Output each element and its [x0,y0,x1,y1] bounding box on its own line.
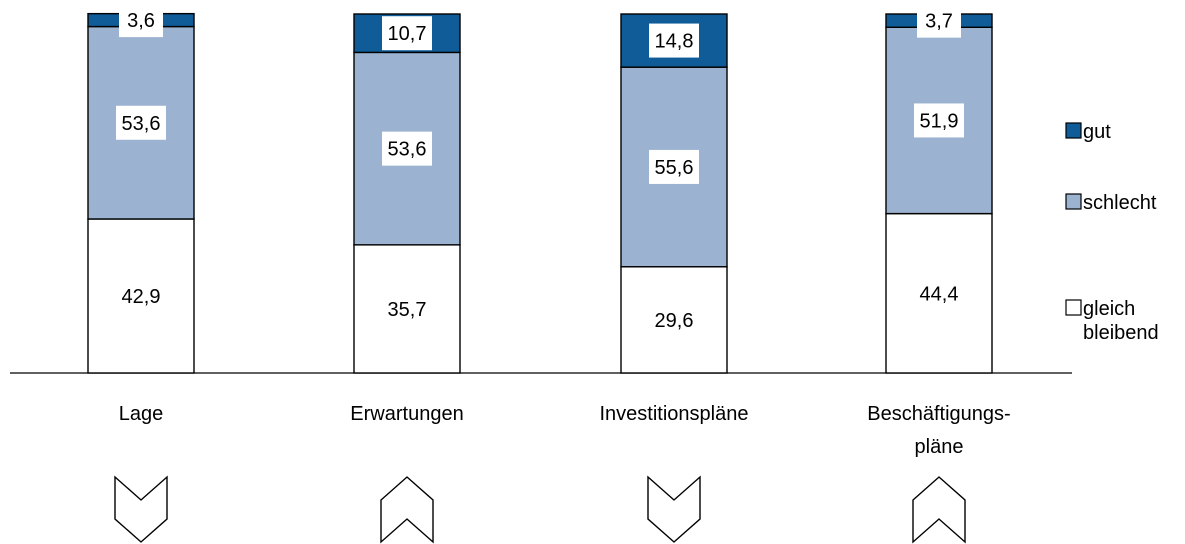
data-label-gut-3: 3,7 [925,11,953,33]
x-tick-label-2: Investitionspläne [600,403,749,425]
data-label-schlecht-3: 51,9 [920,110,959,132]
data-label-gleich-bleibend-1: 35,7 [388,299,427,321]
legend-label-gleich-bleibend: gleich bleibend [1083,298,1159,344]
x-tick-label-1: Erwartungen [350,403,463,425]
data-label-gut-1: 10,7 [388,23,427,45]
data-label-gut-0: 3,6 [127,10,155,32]
legend-swatch-gut [1066,123,1081,138]
data-label-gleich-bleibend-3: 44,4 [920,283,959,305]
legend-label-schlecht: schlecht [1083,192,1157,214]
data-label-gut-2: 14,8 [655,31,694,53]
trend-arrow-up-icon [913,477,965,542]
legend-label-gut: gut [1083,121,1111,143]
legend-swatch-schlecht [1066,194,1081,209]
x-tick-label-3: Beschäftigungs-pläne [867,403,1010,458]
category-labels-group: Lage Erwartungen Investitionspläne Beschäft… [119,403,1011,458]
data-label-schlecht-1: 53,6 [388,139,427,161]
legend: gut schlecht gleich bleibend [1066,121,1159,344]
legend-swatch-gleich-bleibend [1066,300,1081,315]
data-label-gleich-bleibend-2: 29,6 [655,310,694,332]
trend-arrow-up-icon [381,477,433,542]
data-label-schlecht-0: 53,6 [122,113,161,135]
bars-group: 42,9 53,6 3,6 35,7 53,6 10,7 29,6 55,6 14,8 44,4 5… [88,3,992,373]
trend-arrow-down-icon [648,477,700,542]
x-tick-label-0: Lage [119,403,164,425]
data-label-schlecht-2: 55,6 [655,157,694,179]
trend-arrow-down-icon [115,477,167,542]
trend-arrows-group [115,477,965,542]
data-label-gleich-bleibend-0: 42,9 [122,286,161,308]
